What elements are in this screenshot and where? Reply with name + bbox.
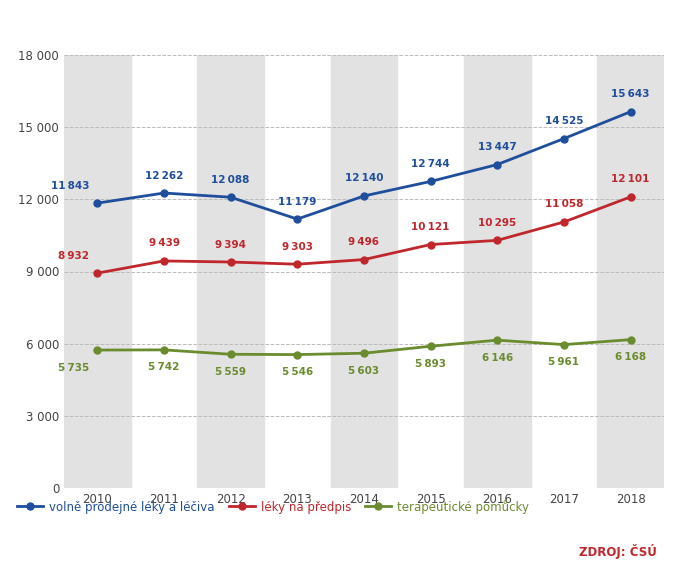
- Text: 9 439: 9 439: [148, 239, 179, 248]
- Text: 12 744: 12 744: [411, 159, 450, 169]
- Text: 8 932: 8 932: [58, 251, 89, 261]
- Text: 10 295: 10 295: [478, 218, 516, 228]
- Text: 11 843: 11 843: [51, 180, 89, 190]
- Text: 5 893: 5 893: [415, 359, 446, 369]
- Text: 5 559: 5 559: [215, 367, 246, 377]
- Text: 5 735: 5 735: [58, 363, 89, 373]
- Text: 6 168: 6 168: [615, 352, 646, 362]
- Bar: [331, 55, 397, 488]
- Text: 13 447: 13 447: [478, 142, 517, 152]
- Text: 5 546: 5 546: [282, 367, 313, 377]
- Bar: [64, 55, 131, 488]
- Text: 9 303: 9 303: [282, 241, 313, 252]
- Bar: [597, 55, 664, 488]
- Text: 12 101: 12 101: [611, 175, 650, 185]
- Text: 9 394: 9 394: [215, 240, 246, 250]
- Text: 14 525: 14 525: [545, 116, 583, 126]
- Text: 12 262: 12 262: [145, 171, 183, 180]
- Text: Výdaje domácností na léky a terapeutické pomůcky v letech 2010–2018 (mil. Kč): Výdaje domácností na léky a terapeutické…: [10, 23, 584, 38]
- Text: 12 140: 12 140: [344, 173, 384, 183]
- Legend: volně prodejné léky a léčiva, léky na předpis, terapeutické pomůcky: volně prodejné léky a léčiva, léky na př…: [13, 495, 534, 519]
- Text: 6 146: 6 146: [482, 353, 513, 363]
- Text: 5 961: 5 961: [549, 357, 580, 367]
- Text: 11 058: 11 058: [545, 199, 583, 209]
- Bar: [464, 55, 530, 488]
- Text: 12 088: 12 088: [212, 175, 250, 185]
- Text: 10 121: 10 121: [411, 222, 450, 232]
- Text: 9 496: 9 496: [348, 237, 379, 247]
- Text: 5 603: 5 603: [348, 366, 379, 376]
- Text: 15 643: 15 643: [611, 89, 650, 99]
- Text: 5 742: 5 742: [148, 362, 180, 372]
- Text: ZDROJ: ČSÚ: ZDROJ: ČSÚ: [579, 544, 657, 559]
- Text: 11 179: 11 179: [278, 196, 317, 207]
- Bar: [197, 55, 264, 488]
